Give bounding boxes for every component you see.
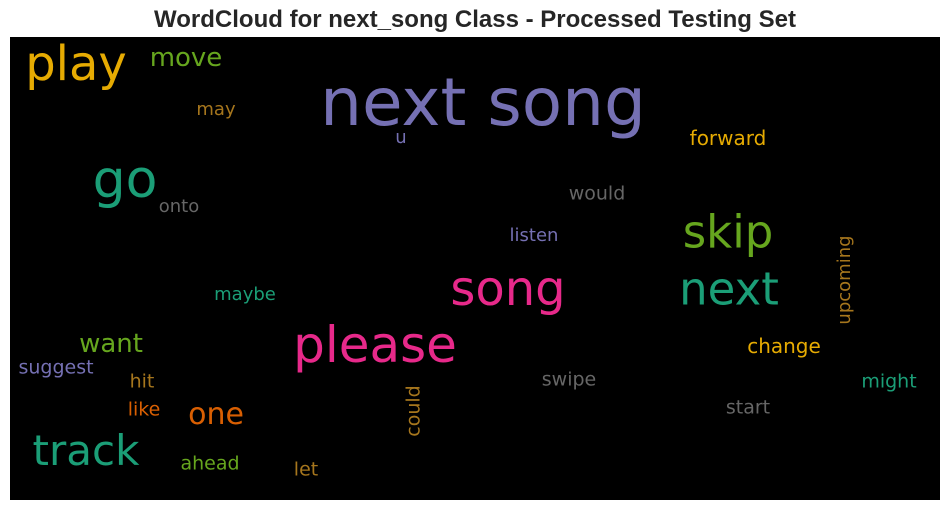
word-upcoming: upcoming	[834, 235, 855, 325]
word-hit: hit	[129, 370, 155, 393]
word-change: change	[747, 334, 821, 358]
word-next-song: next song	[320, 64, 646, 141]
word-swipe: swipe	[541, 368, 597, 391]
word-song: song	[450, 261, 566, 317]
word-suggest: suggest	[18, 356, 94, 379]
word-please: please	[293, 316, 457, 374]
word-go: go	[92, 150, 158, 210]
word-like: like	[127, 398, 161, 421]
word-track: track	[32, 426, 140, 475]
word-would: would	[568, 182, 626, 205]
word-ahead: ahead	[180, 452, 240, 475]
word-next: next	[679, 262, 779, 316]
word-listen: listen	[509, 225, 559, 246]
word-forward: forward	[689, 126, 767, 150]
word-onto: onto	[158, 196, 200, 217]
word-play: play	[25, 37, 127, 92]
word-move: move	[149, 43, 223, 73]
word-start: start	[725, 396, 771, 419]
word-might: might	[861, 370, 917, 393]
word-u: u	[395, 127, 407, 148]
word-want: want	[79, 329, 143, 359]
word-may: may	[196, 99, 236, 120]
wordcloud-canvas: next song please song next play go skip track on…	[10, 37, 940, 500]
word-maybe: maybe	[214, 284, 276, 305]
word-one: one	[188, 397, 244, 432]
word-could: could	[402, 385, 425, 437]
word-skip: skip	[682, 205, 774, 259]
word-let: let	[293, 458, 319, 481]
chart-title: WordCloud for next_song Class - Processe…	[154, 6, 796, 33]
